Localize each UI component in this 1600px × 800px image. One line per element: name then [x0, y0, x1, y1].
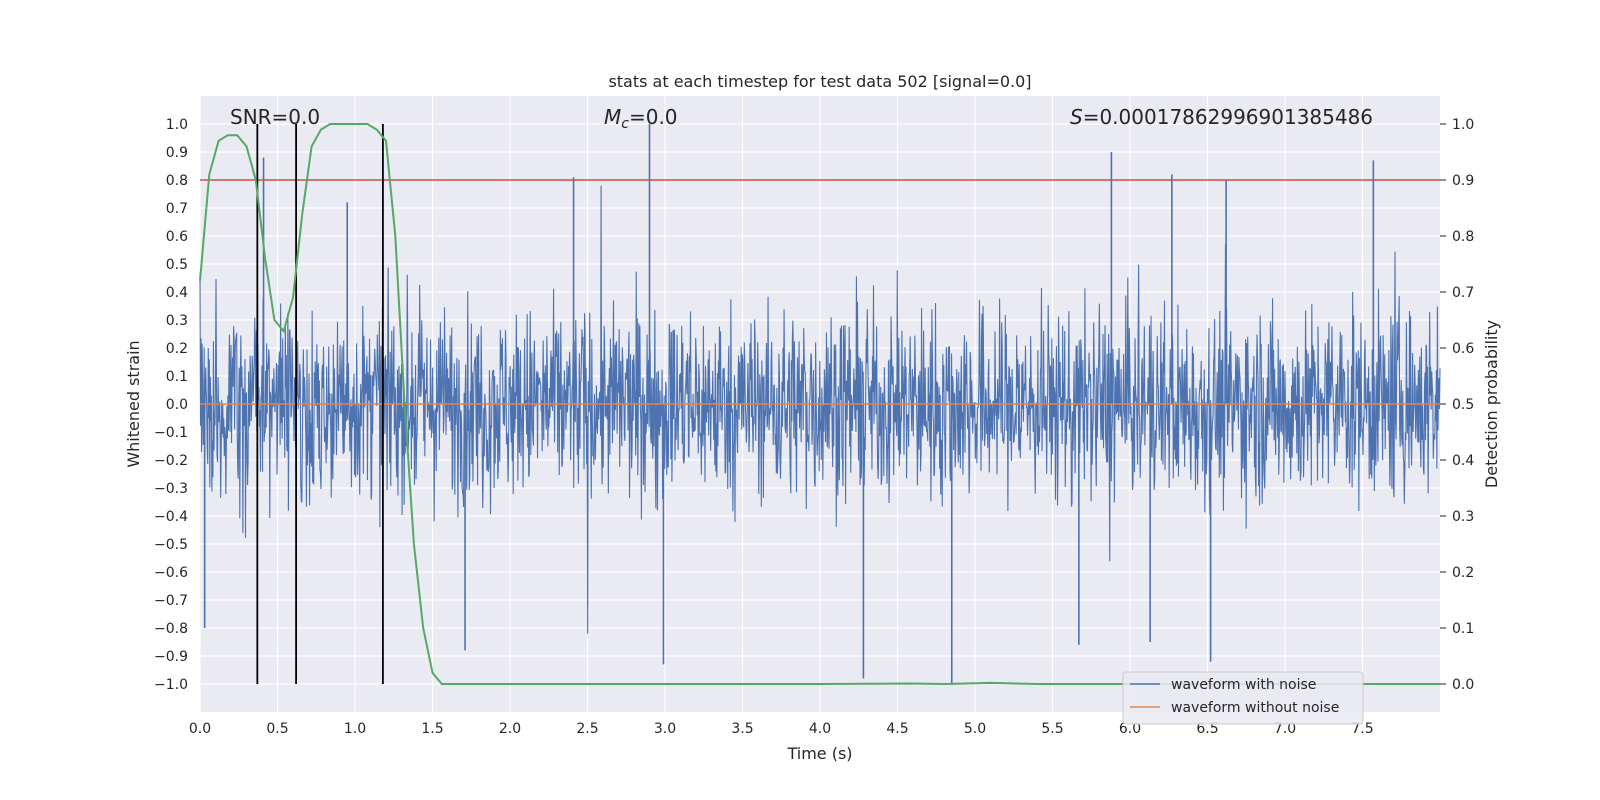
x-tick-label: 1.5	[421, 721, 443, 737]
x-axis-label: Time (s)	[786, 744, 852, 763]
x-tick-label: 2.5	[576, 721, 598, 737]
x-tick-label: 2.0	[499, 721, 521, 737]
y2-tick-label: 0.9	[1452, 173, 1474, 189]
snr-annotation: SNR=0.0	[230, 105, 320, 129]
s-symbol: S	[1070, 105, 1083, 129]
x-tick-label: 0.5	[266, 721, 288, 737]
y2-tick-label: 0.8	[1452, 229, 1474, 245]
x-tick-label: 7.0	[1274, 721, 1296, 737]
chart-title: stats at each timestep for test data 502…	[608, 72, 1031, 91]
noise-trace	[199, 185, 1441, 634]
y2-tick-label: 0.3	[1452, 509, 1474, 525]
y-tick-label: −0.4	[154, 509, 188, 525]
y-tick-label: 0.5	[166, 257, 188, 273]
y-tick-label: 0.8	[166, 173, 188, 189]
mc-symbol: M	[604, 105, 621, 129]
x-tick-label: 3.0	[654, 721, 676, 737]
x-tick-label: 5.5	[1041, 721, 1063, 737]
legend-label-with-noise: waveform with noise	[1171, 677, 1316, 693]
y2-tick-label: 0.5	[1452, 397, 1474, 413]
y-tick-label: 0.0	[166, 397, 188, 413]
legend: waveform with noise waveform without noi…	[1122, 671, 1364, 725]
x-tick-label: 1.0	[344, 721, 366, 737]
y-tick-label: −0.7	[154, 593, 188, 609]
s-value: =0.0001786299690138548​6	[1083, 105, 1373, 129]
y2-tick-label: 1.0	[1452, 117, 1474, 133]
y2-tick-label: 0.2	[1452, 565, 1474, 581]
chirp-mass-annotation: Mc=0.0	[604, 105, 678, 132]
y-axis-label: Whitened strain	[124, 340, 143, 467]
y-tick-label: 0.2	[166, 341, 188, 357]
y2-tick-label: 0.0	[1452, 677, 1474, 693]
x-tick-label: 4.0	[809, 721, 831, 737]
x-tick-label: 3.5	[731, 721, 753, 737]
s-annotation: S=0.0001786299690138548​6	[1070, 105, 1373, 129]
mc-subscript: c	[621, 116, 629, 132]
y-tick-label: −1.0	[154, 677, 188, 693]
y-tick-label: −0.1	[154, 425, 188, 441]
x-tick-label: 6.5	[1196, 721, 1218, 737]
y-tick-label: −0.3	[154, 481, 188, 497]
mc-value: =0.0	[629, 105, 678, 129]
overlay	[199, 123, 1440, 686]
series-detection-probability	[199, 123, 1440, 686]
y2-tick-label: 0.1	[1452, 621, 1474, 637]
y-tick-label: 0.1	[166, 369, 188, 385]
y-tick-label: 0.9	[166, 145, 188, 161]
y2-tick-label: 0.7	[1452, 285, 1474, 301]
y-tick-label: 1.0	[166, 117, 188, 133]
y-tick-label: −0.2	[154, 453, 188, 469]
y-tick-label: 0.4	[166, 285, 188, 301]
legend-box	[1122, 671, 1364, 725]
legend-label-without-noise: waveform without noise	[1171, 700, 1339, 716]
y-tick-label: −0.8	[154, 621, 188, 637]
series-waveform-with-noise	[199, 124, 1441, 684]
y-tick-label: −0.9	[154, 649, 188, 665]
x-tick-label: 7.5	[1351, 721, 1373, 737]
y-tick-label: −0.5	[154, 537, 188, 553]
y2-tick-label: 0.4	[1452, 453, 1474, 469]
y-tick-label: −0.6	[154, 565, 188, 581]
y-tick-label: 0.6	[166, 229, 188, 245]
y2-tick-label: 0.6	[1452, 341, 1474, 357]
y2-axis-label: Detection probability	[1482, 320, 1501, 488]
axes: 0.0 0.5 1.0 1.5 2.0 2.5 3.0 3.5 4.0 4.5 5.0 5.5 6.0 6…	[154, 117, 1474, 737]
x-tick-label: 5.0	[964, 721, 986, 737]
x-tick-label: 6.0	[1119, 721, 1141, 737]
y-tick-label: 0.3	[166, 313, 188, 329]
x-tick-label: 0.0	[189, 721, 211, 737]
x-tick-label: 4.5	[886, 721, 908, 737]
y-tick-label: 0.7	[166, 201, 188, 217]
